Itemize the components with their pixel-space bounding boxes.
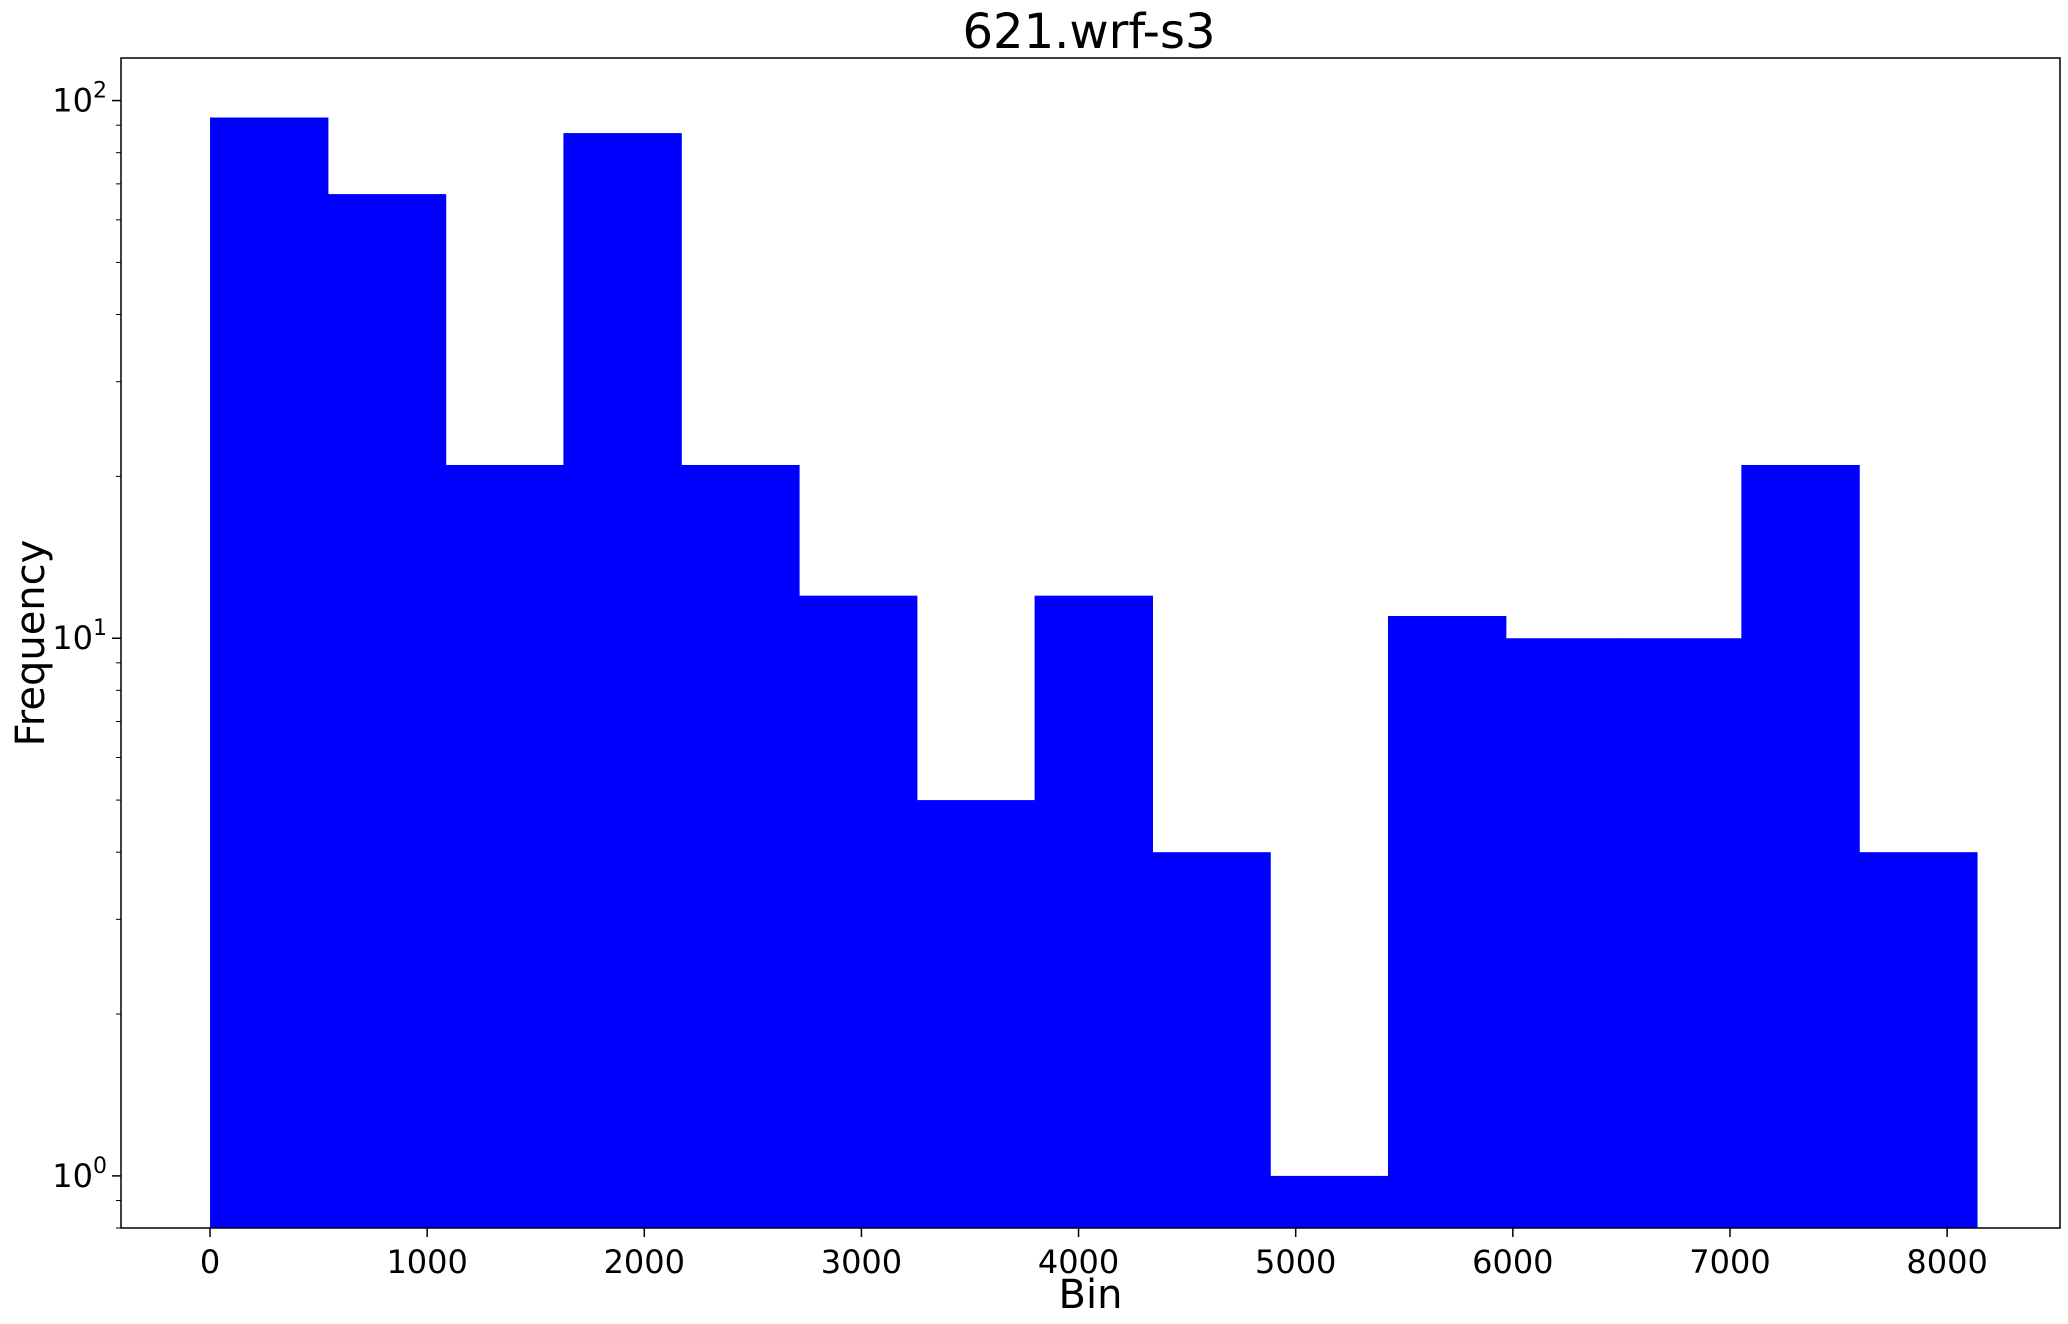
- x-axis: 0 1000 2000 3000 4000 5000 6000 7000 8000: [200, 1228, 1988, 1281]
- x-tick-label: 2000: [604, 1243, 685, 1281]
- histogram-bar: [210, 117, 329, 1228]
- histogram-bar: [798, 595, 918, 1228]
- x-tick-label: 5000: [1255, 1243, 1336, 1281]
- x-tick-label: 1000: [386, 1243, 467, 1281]
- chart-title: 621.wrf-s3: [962, 4, 1215, 60]
- x-axis-title: Bin: [1059, 1272, 1123, 1318]
- histogram-bar: [916, 800, 1036, 1228]
- histogram-bar: [1741, 464, 1860, 1228]
- x-tick-label: 6000: [1472, 1243, 1553, 1281]
- histogram-bar: [563, 133, 682, 1229]
- plot-frame: [120, 57, 2061, 1229]
- y-axis-title: Frequency: [8, 540, 54, 747]
- histogram-bar: [681, 464, 800, 1228]
- histogram-bar: [1387, 615, 1507, 1228]
- histogram-bar: [327, 194, 447, 1228]
- x-tick-label: 4000: [1038, 1243, 1119, 1281]
- histogram-bar: [1505, 638, 1625, 1228]
- x-tick-label: 7000: [1689, 1243, 1770, 1281]
- histogram-bar: [1270, 1175, 1389, 1228]
- bars-group: [210, 117, 1978, 1229]
- histogram-bar: [1859, 852, 1978, 1228]
- histogram-bar: [445, 464, 565, 1228]
- x-tick-label: 0: [200, 1243, 220, 1281]
- y-tick-label: 102: [52, 79, 107, 120]
- y-tick-label: 100: [52, 1154, 107, 1195]
- histogram-bar: [1152, 852, 1271, 1228]
- histogram-bar: [1623, 638, 1742, 1228]
- y-axis: 100 101 102: [52, 79, 121, 1229]
- x-tick-label: 3000: [821, 1243, 902, 1281]
- x-tick-label: 8000: [1906, 1243, 1987, 1281]
- y-tick-label: 101: [52, 616, 107, 657]
- histogram-bar: [1034, 595, 1153, 1228]
